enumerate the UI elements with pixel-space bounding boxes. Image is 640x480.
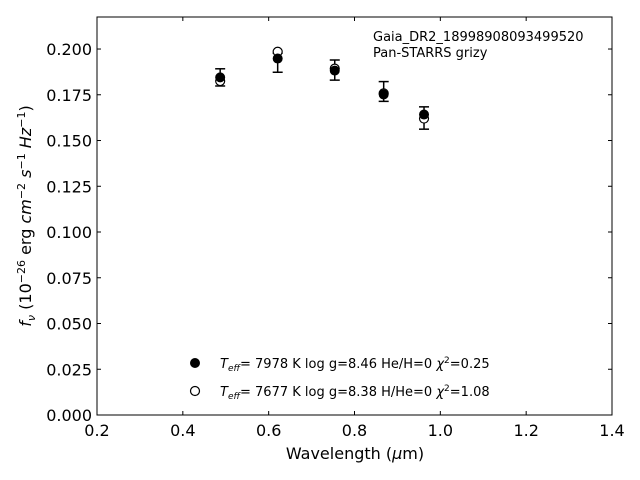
y-tick-label: 0.100 bbox=[46, 223, 92, 242]
x-tick-label: 0.8 bbox=[342, 421, 367, 440]
y-axis-label: fν (10−26 erg cm−2 s−1 Hz−1) bbox=[15, 105, 38, 326]
x-tick-label: 1.4 bbox=[599, 421, 624, 440]
legend: Teff= 7978 K log g=8.46 He/H=0 χ2=0.25 T… bbox=[189, 356, 490, 402]
model-point-filled bbox=[419, 109, 430, 120]
annotation-line-1: Gaia_DR2_18998908093499520 bbox=[373, 30, 584, 45]
y-tick-label: 0.125 bbox=[46, 177, 92, 196]
model-point-filled bbox=[329, 65, 340, 76]
model-point-filled bbox=[272, 53, 283, 64]
legend-marker-open bbox=[189, 385, 201, 397]
y-tick-label: 0.025 bbox=[46, 360, 92, 379]
legend-entry-2: Teff= 7677 K log g=8.38 H/He=0 χ2=1.08 bbox=[220, 384, 490, 402]
plot-frame bbox=[96, 16, 613, 416]
annotation-line-2: Pan-STARRS grizy bbox=[373, 46, 488, 61]
axis-ticks: 0.2 0.4 0.6 0.8 1.0 1.2 1.4 0.000 0.025 0.050 0.07… bbox=[46, 17, 625, 440]
y-tick-label: 0.050 bbox=[46, 315, 92, 334]
y-tick-label: 0.175 bbox=[46, 86, 92, 105]
model-point-filled bbox=[378, 89, 389, 100]
x-axis-label: Wavelength (μm) bbox=[286, 444, 424, 463]
x-tick-label: 0.2 bbox=[84, 421, 109, 440]
legend-marker-filled bbox=[190, 358, 200, 368]
model-point-filled bbox=[215, 72, 226, 83]
y-tick-label: 0.200 bbox=[46, 40, 92, 59]
x-tick-label: 0.6 bbox=[256, 421, 281, 440]
x-tick-label: 1.2 bbox=[513, 421, 538, 440]
x-tick-label: 0.4 bbox=[170, 421, 195, 440]
legend-entry-1: Teff= 7978 K log g=8.46 He/H=0 χ2=0.25 bbox=[220, 356, 490, 374]
x-tick-label: 1.0 bbox=[428, 421, 453, 440]
y-tick-label: 0.075 bbox=[46, 269, 92, 288]
error-bars bbox=[215, 52, 430, 130]
data-points bbox=[215, 46, 430, 124]
y-tick-label: 0.000 bbox=[46, 406, 92, 425]
y-tick-label: 0.150 bbox=[46, 132, 92, 151]
